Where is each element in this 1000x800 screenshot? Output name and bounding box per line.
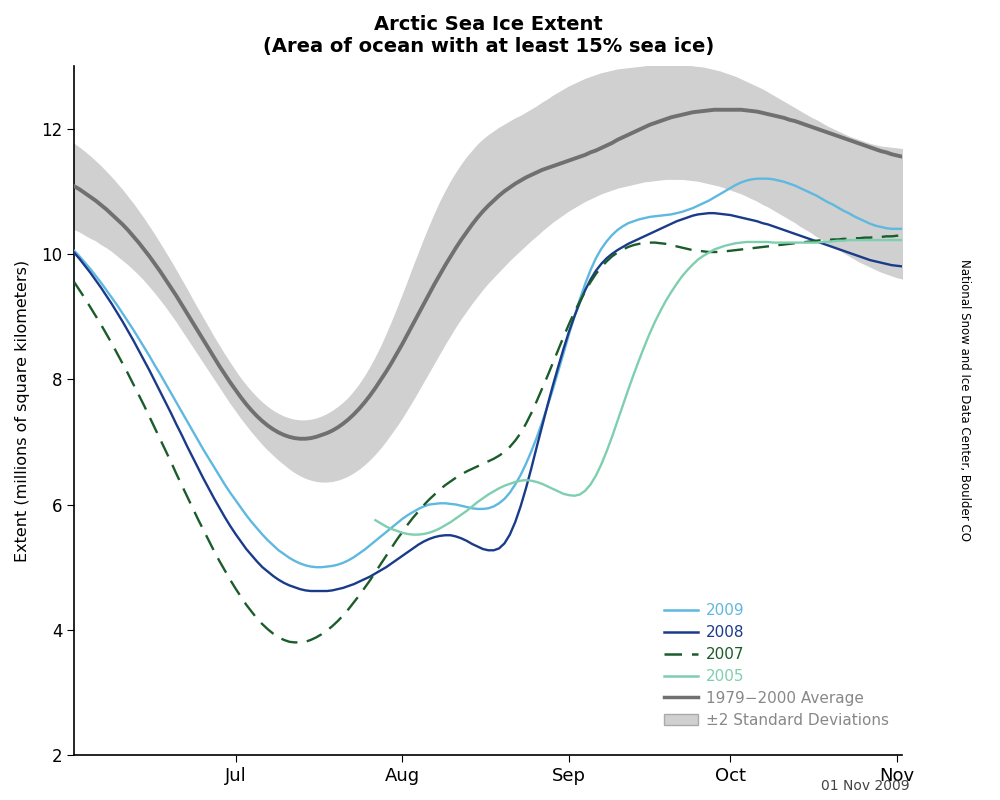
Text: 01 Nov 2009: 01 Nov 2009: [821, 779, 910, 794]
Title: Arctic Sea Ice Extent
(Area of ocean with at least 15% sea ice): Arctic Sea Ice Extent (Area of ocean wit…: [263, 15, 714, 56]
Text: National Snow and Ice Data Center, Boulder CO: National Snow and Ice Data Center, Bould…: [958, 259, 972, 541]
Legend: 2009, 2008, 2007, 2005, 1979−2000 Average, ±2 Standard Deviations: 2009, 2008, 2007, 2005, 1979−2000 Averag…: [658, 597, 895, 734]
Y-axis label: Extent (millions of square kilometers): Extent (millions of square kilometers): [15, 259, 30, 562]
